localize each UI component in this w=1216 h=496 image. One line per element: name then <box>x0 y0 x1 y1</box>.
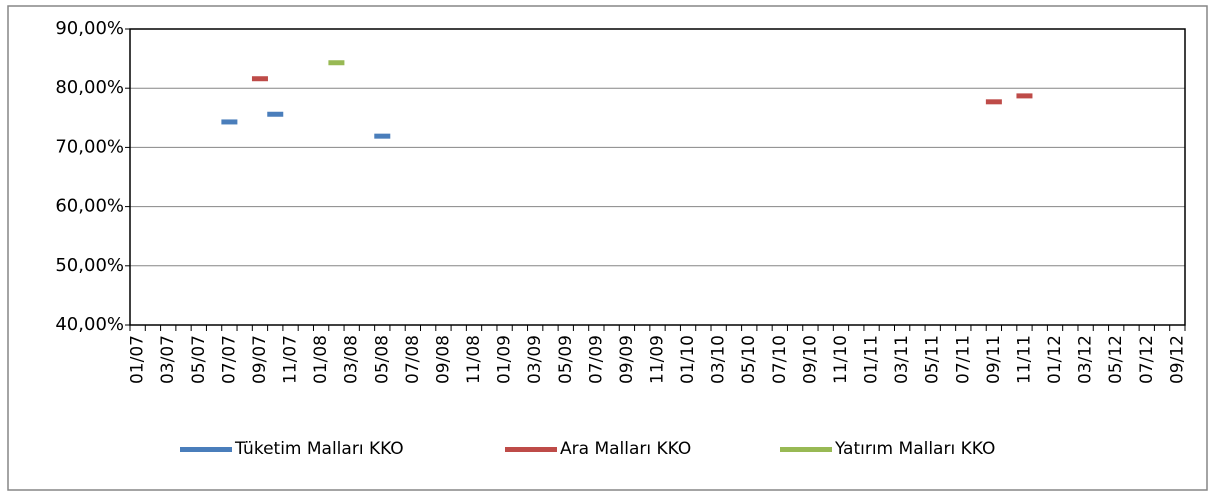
x-tick-label: 03/10 <box>709 335 729 384</box>
x-tick-label: 03/07 <box>158 335 178 384</box>
y-tick-label: 40,00% <box>55 314 124 335</box>
x-tick-label: 07/10 <box>770 335 790 384</box>
x-tick-label: 07/07 <box>219 335 239 384</box>
data-marker <box>374 133 391 139</box>
legend-swatch <box>780 447 832 452</box>
x-tick-label: 03/11 <box>892 335 912 384</box>
x-tick-label: 01/11 <box>862 335 882 384</box>
x-tick-label: 07/09 <box>586 335 606 384</box>
legend-label: Tüketim Malları KKO <box>234 439 404 459</box>
x-tick-label: 05/11 <box>923 335 943 384</box>
x-tick-label: 07/11 <box>953 335 973 384</box>
x-tick-label: 09/09 <box>617 335 637 384</box>
x-tick-label: 07/08 <box>403 335 423 384</box>
x-tick-label: 11/09 <box>648 335 668 384</box>
x-tick-label: 09/07 <box>250 335 270 384</box>
data-marker <box>1016 93 1033 99</box>
x-tick-label: 01/09 <box>495 335 515 384</box>
x-tick-label: 05/07 <box>189 335 209 384</box>
legend-label: Ara Malları KKO <box>560 439 691 459</box>
y-tick-label: 80,00% <box>55 77 124 98</box>
x-tick-label: 07/12 <box>1137 335 1157 384</box>
y-tick-label: 90,00% <box>55 18 124 39</box>
legend-swatch <box>180 447 232 452</box>
data-marker <box>328 60 345 66</box>
x-tick-label: 09/11 <box>984 335 1004 384</box>
x-tick-label: 05/08 <box>372 335 392 384</box>
x-tick-label: 09/12 <box>1167 335 1187 384</box>
x-tick-label: 05/09 <box>556 335 576 384</box>
x-tick-label: 11/10 <box>831 335 851 384</box>
legend-label: Yatırım Malları KKO <box>834 439 995 459</box>
y-tick-label: 50,00% <box>55 255 124 276</box>
plot-area <box>129 28 1186 326</box>
x-tick-label: 05/12 <box>1106 335 1126 384</box>
x-tick-label: 01/10 <box>678 335 698 384</box>
data-marker <box>985 99 1002 105</box>
x-tick-label: 03/09 <box>525 335 545 384</box>
x-tick-label: 01/08 <box>311 335 331 384</box>
y-tick-label: 60,00% <box>55 196 124 217</box>
y-tick-label: 70,00% <box>55 136 124 157</box>
x-tick-label: 03/08 <box>342 335 362 384</box>
data-marker <box>251 76 268 82</box>
legend-swatch <box>505 447 557 452</box>
x-tick-label: 01/07 <box>128 335 148 384</box>
chart-frame <box>7 5 1208 491</box>
x-tick-label: 01/12 <box>1045 335 1065 384</box>
x-tick-label: 09/08 <box>433 335 453 384</box>
data-marker <box>221 119 238 125</box>
x-tick-label: 11/07 <box>281 335 301 384</box>
x-tick-label: 09/10 <box>800 335 820 384</box>
data-marker <box>267 111 284 117</box>
x-tick-label: 11/11 <box>1014 335 1034 384</box>
x-tick-label: 05/10 <box>739 335 759 384</box>
x-tick-label: 03/12 <box>1076 335 1096 384</box>
x-tick-label: 11/08 <box>464 335 484 384</box>
